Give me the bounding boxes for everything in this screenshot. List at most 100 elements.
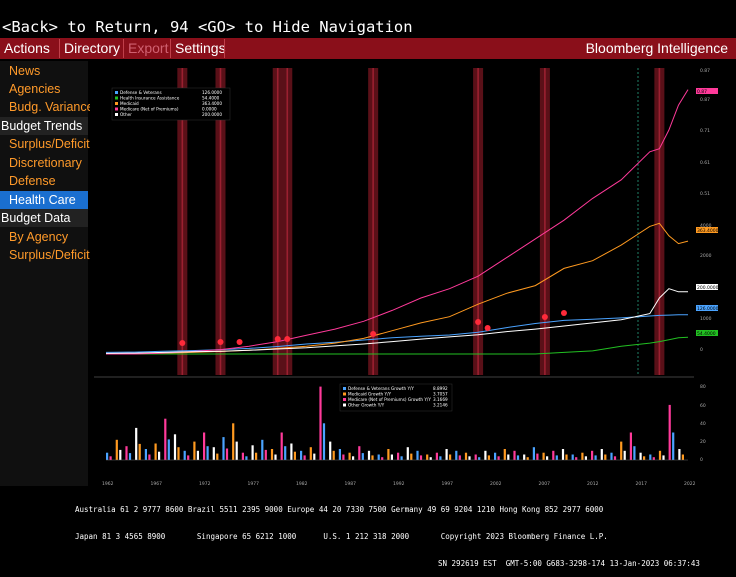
legend-value: 0.0000 (202, 107, 217, 112)
growth-bar (478, 457, 481, 460)
growth-bar (193, 441, 196, 460)
y-tick-label-bottom: 0 (700, 457, 703, 463)
growth-bar (652, 457, 655, 460)
growth-bar (532, 447, 535, 460)
sidebar-section-budget-data: Budget Data (0, 209, 88, 227)
growth-bar (516, 455, 520, 460)
growth-bar (173, 434, 177, 460)
event-marker[interactable] (541, 314, 548, 320)
recession-band-edge (477, 68, 479, 375)
event-marker[interactable] (236, 339, 243, 345)
growth-bar (536, 453, 539, 460)
growth-bar (633, 446, 636, 460)
growth-bar (177, 447, 180, 460)
growth-bar (555, 455, 558, 460)
growth-bar (445, 449, 448, 460)
x-tick-label: 1977 (248, 481, 260, 487)
growth-bar (109, 456, 112, 460)
growth-bar (643, 456, 646, 460)
sidebar-item-news[interactable]: News (9, 64, 41, 78)
legend-value: 3.2146 (433, 403, 448, 408)
growth-bar (135, 427, 138, 460)
menu-divider (224, 39, 225, 58)
growth-bar (255, 452, 258, 460)
growth-bar (284, 446, 287, 460)
y-tick-label: 2000 (700, 253, 712, 259)
recession-band-edge (181, 68, 184, 375)
price-label-box (696, 330, 718, 336)
legend-swatch (115, 102, 118, 105)
growth-bar (280, 432, 283, 460)
recession-band-edge (286, 68, 289, 375)
growth-bar (381, 457, 384, 460)
growth-bar (128, 453, 132, 460)
sidebar-item-budget-variance[interactable]: Budg. Variance (9, 100, 94, 114)
x-tick-label: 1982 (296, 481, 308, 487)
sidebar-item-surplus-deficit[interactable]: Surplus/Deficit (9, 137, 90, 151)
settings-menu[interactable]: Settings (175, 40, 226, 56)
x-tick-label: 2007 (539, 481, 551, 487)
brand-title: Bloomberg Intelligence (585, 40, 728, 56)
sidebar-item-health-care[interactable]: Health Care (0, 191, 88, 209)
sidebar-item-discretionary[interactable]: Discretionary (9, 156, 82, 170)
y-tick-label: 0.87 (700, 68, 710, 74)
growth-bar (164, 418, 167, 460)
growth-bar (241, 452, 244, 460)
growth-bar (662, 455, 665, 460)
growth-bar (561, 449, 565, 460)
growth-bar (439, 456, 442, 460)
growth-bar (106, 452, 109, 460)
directory-menu[interactable]: Directory (64, 40, 121, 56)
price-label-box (696, 88, 718, 94)
legend-entry: Medicare (Net of Premiums) (120, 107, 179, 112)
legend-value: 3.7057 (433, 392, 448, 397)
growth-bar (387, 449, 390, 460)
growth-bar (390, 454, 393, 460)
export-menu[interactable]: Export (128, 40, 169, 56)
growth-bar (196, 450, 199, 460)
chart-panel: 0.87 0.87 0.71 0.61 0.51 4000 2000 1000 0 0.87 36… (90, 64, 736, 488)
event-marker[interactable] (475, 319, 482, 325)
growth-bar (497, 456, 500, 460)
growth-bar (584, 456, 587, 460)
growth-bar (487, 455, 490, 460)
y-tick-label: 0.71 (700, 128, 710, 134)
event-marker[interactable] (179, 340, 186, 346)
growth-bar (507, 454, 510, 460)
sidebar-item-defense[interactable]: Defense (9, 174, 56, 188)
growth-bar (468, 456, 471, 460)
event-marker[interactable] (484, 325, 491, 331)
price-label-box (696, 227, 718, 233)
x-tick-label: 1972 (199, 481, 211, 487)
legend-swatch (343, 403, 346, 407)
sidebar-item-surplus-deficit-data[interactable]: Surplus/Deficit (9, 248, 90, 262)
growth-bar (458, 455, 461, 460)
legend-value: 8.8992 (433, 386, 448, 391)
event-marker[interactable] (560, 310, 567, 316)
legend-entry: Defense & Veterans Growth Y/Y (348, 386, 414, 391)
event-marker[interactable] (284, 336, 291, 342)
growth-bar (542, 452, 545, 460)
event-marker[interactable] (217, 339, 224, 345)
event-marker[interactable] (274, 336, 281, 342)
footer-session: SN 292619 EST GMT-5:00 G683-3298-174 13-… (438, 559, 700, 568)
series-line-1 (106, 336, 689, 355)
legend-value: 363.4000 (202, 101, 222, 106)
footer-contacts: Australia 61 2 9777 8600 Brazil 5511 239… (75, 505, 604, 514)
actions-menu[interactable]: Actions ▾ (4, 40, 50, 77)
growth-bar (513, 450, 516, 460)
growth-bar (251, 445, 254, 460)
growth-bar (245, 456, 248, 460)
growth-bar (212, 447, 215, 460)
legend-entry: Other (120, 112, 132, 117)
growth-bar (581, 452, 584, 460)
recession-band-edge (219, 68, 222, 375)
growth-bar (203, 432, 206, 460)
growth-bar (426, 454, 429, 460)
sidebar-item-agencies[interactable]: Agencies (9, 82, 61, 96)
sidebar-item-by-agency[interactable]: By Agency (9, 230, 69, 244)
menu-bar: Actions ▾ Directory Export Settings Bloo… (0, 38, 736, 77)
growth-bar (158, 451, 161, 460)
event-marker[interactable] (370, 331, 377, 337)
growth-bar (610, 452, 613, 460)
